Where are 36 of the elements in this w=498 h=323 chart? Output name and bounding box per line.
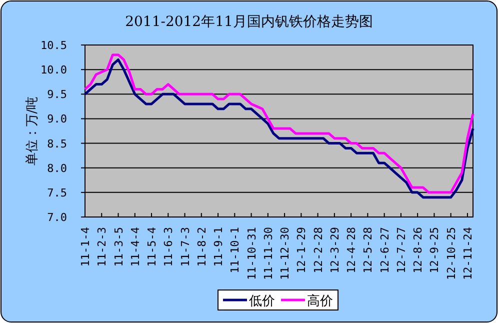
x-tick-label: 11-7-3	[178, 227, 192, 267]
x-tick-label: 12-1-29	[295, 227, 308, 274]
x-tick-label: 12-6-27	[378, 227, 392, 274]
x-tick-label: 11-2-3	[96, 227, 109, 267]
legend-label: 低价	[249, 294, 275, 309]
legend-label: 高价	[307, 293, 333, 309]
y-tick-label: 7.0	[47, 211, 67, 224]
y-tick-label: 7.5	[47, 186, 67, 200]
x-tick-label: 11-5-4	[146, 226, 159, 267]
x-tick-label: 11-6-3	[162, 227, 176, 267]
x-tick-label: 11-1-4	[79, 226, 92, 267]
x-tick-label: 12-3-29	[328, 227, 342, 274]
x-tick-label: 11-9-1	[212, 227, 226, 267]
x-tick-label: 11-8-2	[195, 227, 208, 267]
x-tick-label: 12-7-27	[394, 227, 408, 274]
x-tick-label: 11-10-1	[228, 227, 242, 274]
x-tick-label: 11-12-30	[278, 227, 292, 280]
x-tick-label: 12-8-26	[412, 227, 425, 274]
x-tick-label: 12-5-28	[362, 227, 375, 274]
x-tick-label: 12-9-25	[428, 227, 442, 274]
x-tick-label: 11-4-4	[128, 226, 142, 267]
y-axis-title: 单位：万/吨	[25, 96, 40, 166]
y-tick-label: 8.5	[47, 137, 67, 150]
y-tick-label: 9.5	[47, 88, 67, 102]
y-tick-label: 10.5	[40, 39, 67, 52]
x-tick-label: 12-11-24	[461, 226, 474, 280]
y-tick-label: 10.0	[40, 64, 67, 77]
x-tick-label: 12-2-28	[312, 227, 325, 274]
chart-title: 2011-2012年11月国内钒铁价格走势图	[125, 14, 373, 30]
x-tick-label: 12-4-28	[345, 227, 358, 274]
y-tick-label: 8.0	[47, 162, 67, 175]
x-tick-label: 11-3-5	[112, 227, 126, 267]
x-tick-label: 11-11-30	[262, 227, 275, 280]
y-tick-label: 9.0	[47, 112, 67, 126]
x-tick-label: 11-10-31	[245, 227, 258, 280]
x-tick-label: 12-10-25	[444, 227, 458, 280]
